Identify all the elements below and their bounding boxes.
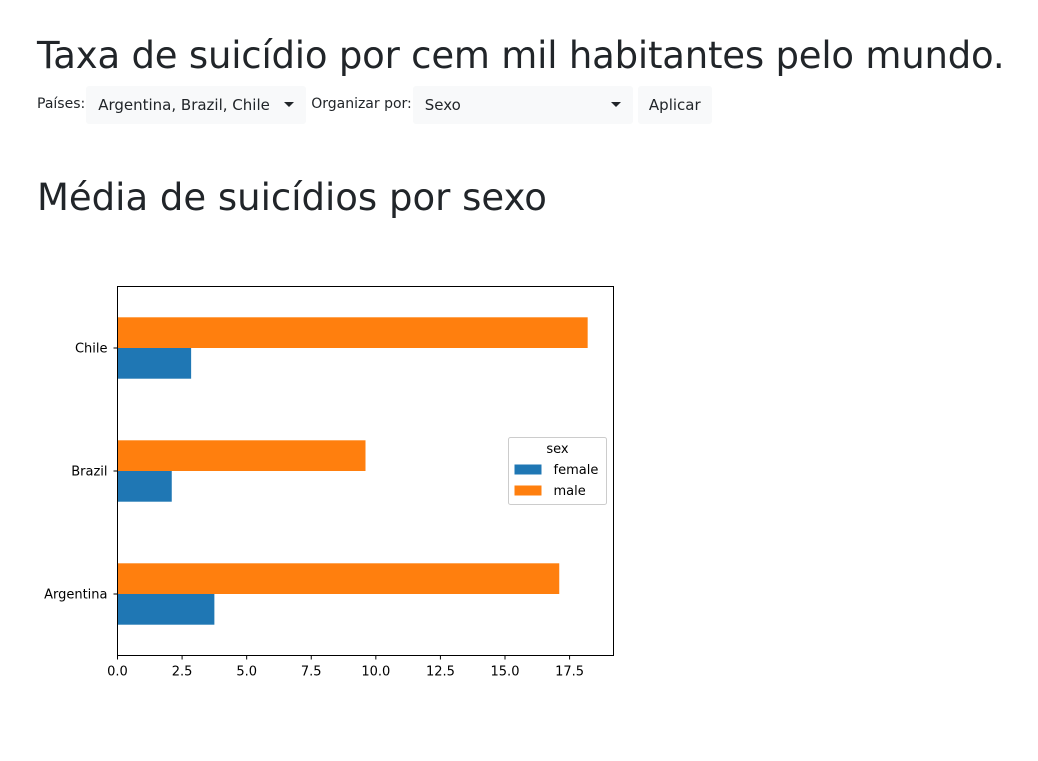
bar-female-brazil [117, 471, 172, 502]
x-tick-label: 17.5 [555, 665, 584, 680]
countries-select[interactable]: Argentina, Brazil, Chile [86, 86, 307, 124]
legend-box [508, 437, 607, 505]
page-title: Taxa de suicídio por cem mil habitantes … [37, 34, 1005, 77]
orderby-select-value: Sexo [424, 96, 461, 114]
y-tick-label: Chile [75, 342, 108, 357]
bar-male-argentina [117, 563, 560, 594]
y-tick-label: Argentina [44, 588, 107, 603]
countries-label: Países: [37, 96, 86, 112]
legend-swatch-male [514, 485, 542, 496]
legend-label-male: male [554, 484, 586, 499]
orderby-select[interactable]: Sexo [412, 86, 633, 124]
y-tick-label: Brazil [71, 465, 107, 480]
bar-female-chile [117, 348, 192, 379]
x-tick-label: 10.0 [361, 665, 390, 680]
bar-male-brazil [117, 440, 366, 471]
section-title: Média de suicídios por sexo [37, 176, 547, 219]
caret-down-icon [284, 102, 295, 107]
legend-label-female: female [554, 463, 599, 478]
bar-male-chile [117, 317, 588, 348]
x-tick-label: 0.0 [107, 665, 128, 680]
plot-frame [117, 286, 614, 656]
legend-swatch-female [514, 464, 542, 475]
x-tick-label: 7.5 [301, 665, 322, 680]
x-tick-label: 5.0 [236, 665, 257, 680]
x-tick-label: 2.5 [172, 665, 193, 680]
x-tick-label: 12.5 [426, 665, 455, 680]
filter-bar: Países: Argentina, Brazil, Chile Organiz… [37, 86, 712, 124]
x-tick-label: 15.0 [491, 665, 520, 680]
bar-female-argentina [117, 594, 215, 625]
caret-down-icon [610, 102, 621, 107]
legend-title: sex [546, 442, 569, 457]
orderby-label: Organizar por: [311, 96, 412, 112]
apply-button[interactable]: Aplicar [637, 86, 712, 124]
countries-select-value: Argentina, Brazil, Chile [98, 96, 270, 114]
